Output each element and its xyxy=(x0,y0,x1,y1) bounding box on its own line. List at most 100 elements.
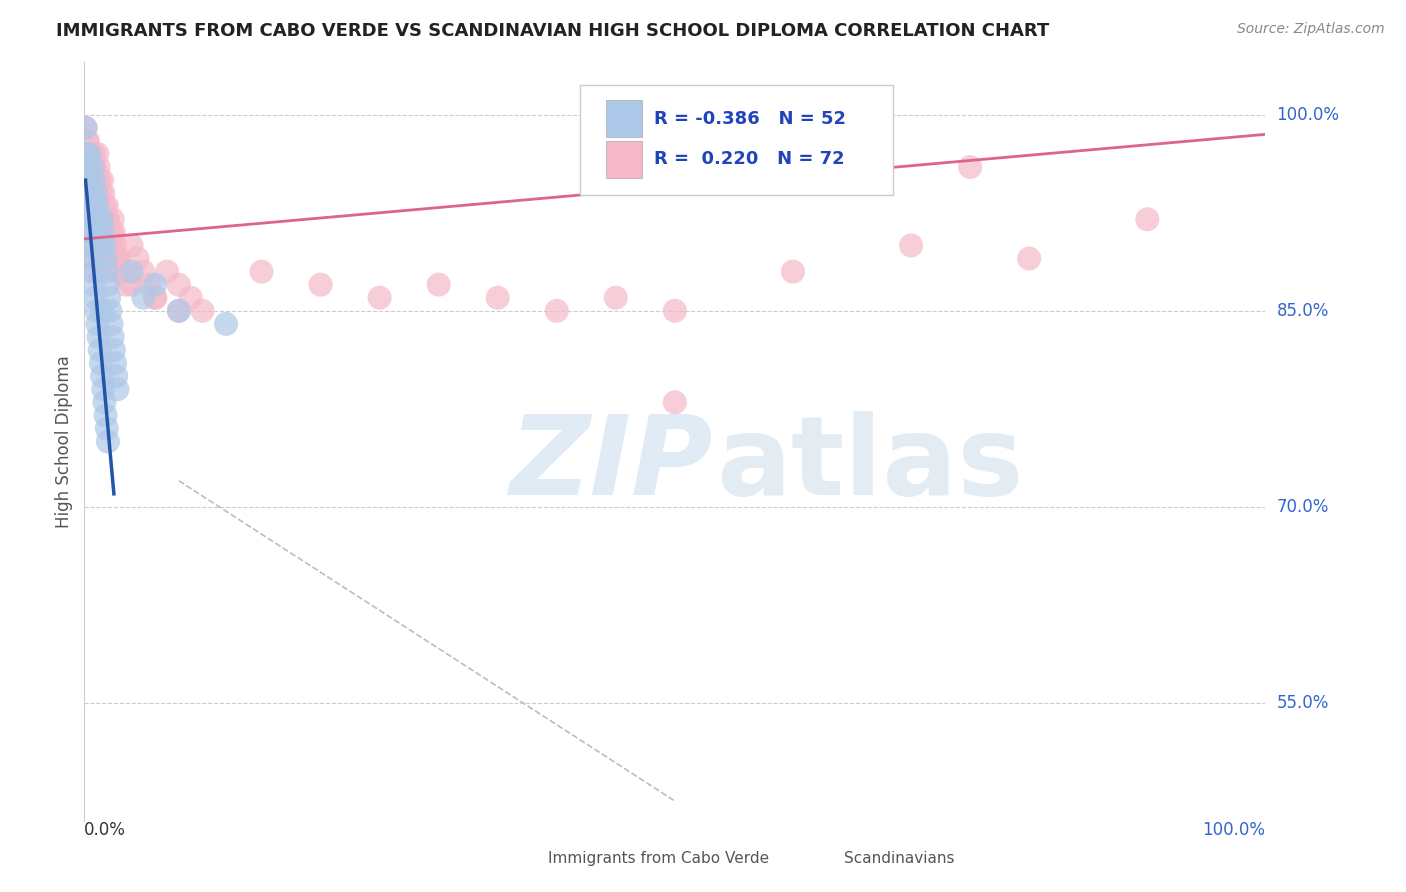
Point xyxy=(91,173,114,187)
Text: 55.0%: 55.0% xyxy=(1277,694,1329,712)
Point xyxy=(97,434,120,449)
Point xyxy=(86,147,108,161)
Point xyxy=(84,291,107,305)
Point xyxy=(98,291,121,305)
Point xyxy=(84,186,107,201)
Point xyxy=(84,173,107,187)
Point xyxy=(89,173,111,187)
Point xyxy=(91,212,114,227)
Point xyxy=(96,199,118,213)
Point xyxy=(107,252,129,266)
Point xyxy=(90,238,112,252)
Point xyxy=(79,199,101,213)
FancyBboxPatch shape xyxy=(581,85,893,195)
Point xyxy=(98,226,121,240)
Point xyxy=(84,252,107,266)
Point xyxy=(97,212,120,227)
Text: IMMIGRANTS FROM CABO VERDE VS SCANDINAVIAN HIGH SCHOOL DIPLOMA CORRELATION CHART: IMMIGRANTS FROM CABO VERDE VS SCANDINAVI… xyxy=(56,22,1049,40)
Point xyxy=(87,330,110,344)
FancyBboxPatch shape xyxy=(499,849,541,883)
Point xyxy=(83,238,105,252)
Point xyxy=(959,160,981,174)
Point xyxy=(89,343,111,357)
FancyBboxPatch shape xyxy=(606,141,641,178)
Point xyxy=(105,369,128,384)
Point xyxy=(96,264,118,278)
Point xyxy=(100,226,122,240)
Point xyxy=(486,291,509,305)
Point xyxy=(1018,252,1040,266)
Point xyxy=(93,395,115,409)
Point xyxy=(191,303,214,318)
Point xyxy=(82,264,104,278)
Point xyxy=(782,264,804,278)
Point xyxy=(143,291,166,305)
Point xyxy=(167,277,190,292)
Text: Scandinavians: Scandinavians xyxy=(844,851,955,865)
Point xyxy=(84,264,107,278)
Point xyxy=(167,303,190,318)
Point xyxy=(84,199,107,213)
Point xyxy=(91,226,114,240)
Point xyxy=(93,238,115,252)
Point xyxy=(77,160,100,174)
Point xyxy=(84,303,107,318)
Point xyxy=(86,317,108,331)
Point xyxy=(91,303,114,318)
Point xyxy=(82,226,104,240)
Point xyxy=(309,277,332,292)
Point xyxy=(87,212,110,227)
Point xyxy=(80,252,103,266)
Point xyxy=(215,317,238,331)
Point xyxy=(105,252,128,266)
Point xyxy=(121,264,143,278)
Text: R = -0.386   N = 52: R = -0.386 N = 52 xyxy=(654,110,845,128)
Point xyxy=(97,277,120,292)
Point xyxy=(114,277,136,292)
Point xyxy=(79,173,101,187)
Point xyxy=(132,291,155,305)
Point xyxy=(1136,212,1159,227)
Text: Immigrants from Cabo Verde: Immigrants from Cabo Verde xyxy=(548,851,769,865)
Point xyxy=(156,264,179,278)
Point xyxy=(94,212,117,227)
Y-axis label: High School Diploma: High School Diploma xyxy=(55,355,73,528)
Point xyxy=(108,264,131,278)
Point xyxy=(86,199,108,213)
Point xyxy=(80,212,103,227)
Text: 70.0%: 70.0% xyxy=(1277,498,1329,516)
Point xyxy=(107,382,129,396)
Point xyxy=(97,238,120,252)
FancyBboxPatch shape xyxy=(606,101,641,136)
Point xyxy=(76,134,98,148)
Point xyxy=(664,395,686,409)
Point xyxy=(91,186,114,201)
Point xyxy=(90,186,112,201)
Point xyxy=(107,264,129,278)
Point xyxy=(76,147,98,161)
Point xyxy=(121,238,143,252)
Point xyxy=(546,303,568,318)
Point xyxy=(75,120,97,135)
Point xyxy=(127,252,149,266)
Point xyxy=(103,252,125,266)
Point xyxy=(121,277,143,292)
Point xyxy=(77,186,100,201)
Point xyxy=(80,160,103,174)
Point xyxy=(143,291,166,305)
Point xyxy=(101,212,124,227)
Point xyxy=(77,134,100,148)
Point xyxy=(80,186,103,201)
Text: 100.0%: 100.0% xyxy=(1202,821,1265,838)
Point xyxy=(368,291,391,305)
Point xyxy=(79,226,101,240)
Point xyxy=(250,264,273,278)
Point xyxy=(93,199,115,213)
Point xyxy=(167,303,190,318)
Point xyxy=(98,238,121,252)
Text: 0.0%: 0.0% xyxy=(84,821,127,838)
Text: Source: ZipAtlas.com: Source: ZipAtlas.com xyxy=(1237,22,1385,37)
Point xyxy=(101,330,124,344)
Point xyxy=(75,120,97,135)
Point xyxy=(103,343,125,357)
